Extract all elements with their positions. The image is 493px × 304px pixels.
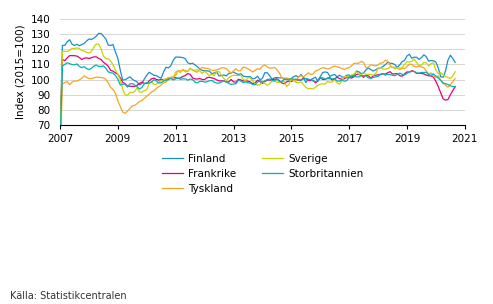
Finland bbox=[69, 43, 75, 46]
Line: Tyskland: Tyskland bbox=[60, 60, 455, 157]
Tyskland bbox=[383, 58, 388, 62]
Storbritannien bbox=[204, 80, 210, 84]
Frankrike bbox=[452, 85, 458, 88]
Storbritannien bbox=[98, 65, 104, 68]
Tyskland bbox=[57, 155, 63, 158]
Finland bbox=[57, 136, 63, 139]
Line: Storbritannien: Storbritannien bbox=[60, 63, 455, 149]
Storbritannien bbox=[365, 76, 371, 80]
Finland bbox=[327, 74, 333, 78]
Line: Finland: Finland bbox=[60, 33, 455, 137]
Sverige bbox=[327, 81, 333, 84]
Tyskland bbox=[202, 67, 208, 70]
Line: Frankrike: Frankrike bbox=[60, 56, 455, 145]
Tyskland bbox=[103, 78, 109, 81]
Legend: Finland, Frankrike, Tyskland, Sverige, Storbritannien: Finland, Frankrike, Tyskland, Sverige, S… bbox=[162, 154, 363, 194]
Sverige bbox=[106, 57, 111, 60]
Frankrike bbox=[67, 54, 72, 57]
Frankrike bbox=[71, 54, 77, 57]
Storbritannien bbox=[327, 77, 333, 81]
Frankrike bbox=[57, 143, 63, 147]
Finland bbox=[204, 69, 210, 73]
Frankrike bbox=[365, 74, 371, 78]
Tyskland bbox=[363, 66, 369, 69]
Storbritannien bbox=[64, 61, 70, 65]
Frankrike bbox=[327, 76, 333, 79]
Finland bbox=[98, 32, 104, 35]
Finland bbox=[106, 43, 111, 47]
Tyskland bbox=[324, 67, 330, 71]
Sverige bbox=[69, 47, 75, 50]
Storbritannien bbox=[71, 63, 77, 67]
Sverige bbox=[98, 47, 104, 50]
Finland bbox=[96, 32, 102, 35]
Tyskland bbox=[96, 75, 102, 79]
Sverige bbox=[93, 42, 99, 46]
Finland bbox=[365, 66, 371, 70]
Sverige bbox=[204, 72, 210, 75]
Storbritannien bbox=[106, 70, 111, 74]
Text: Källa: Statistikcentralen: Källa: Statistikcentralen bbox=[10, 291, 127, 301]
Storbritannien bbox=[452, 85, 458, 88]
Frankrike bbox=[98, 58, 104, 61]
Finland bbox=[452, 60, 458, 64]
Storbritannien bbox=[57, 147, 63, 150]
Sverige bbox=[57, 139, 63, 143]
Frankrike bbox=[106, 64, 111, 68]
Sverige bbox=[365, 73, 371, 76]
Frankrike bbox=[204, 76, 210, 80]
Tyskland bbox=[452, 77, 458, 80]
Y-axis label: Index (2015=100): Index (2015=100) bbox=[15, 25, 25, 119]
Sverige bbox=[452, 70, 458, 74]
Tyskland bbox=[69, 80, 75, 84]
Line: Sverige: Sverige bbox=[60, 44, 455, 141]
